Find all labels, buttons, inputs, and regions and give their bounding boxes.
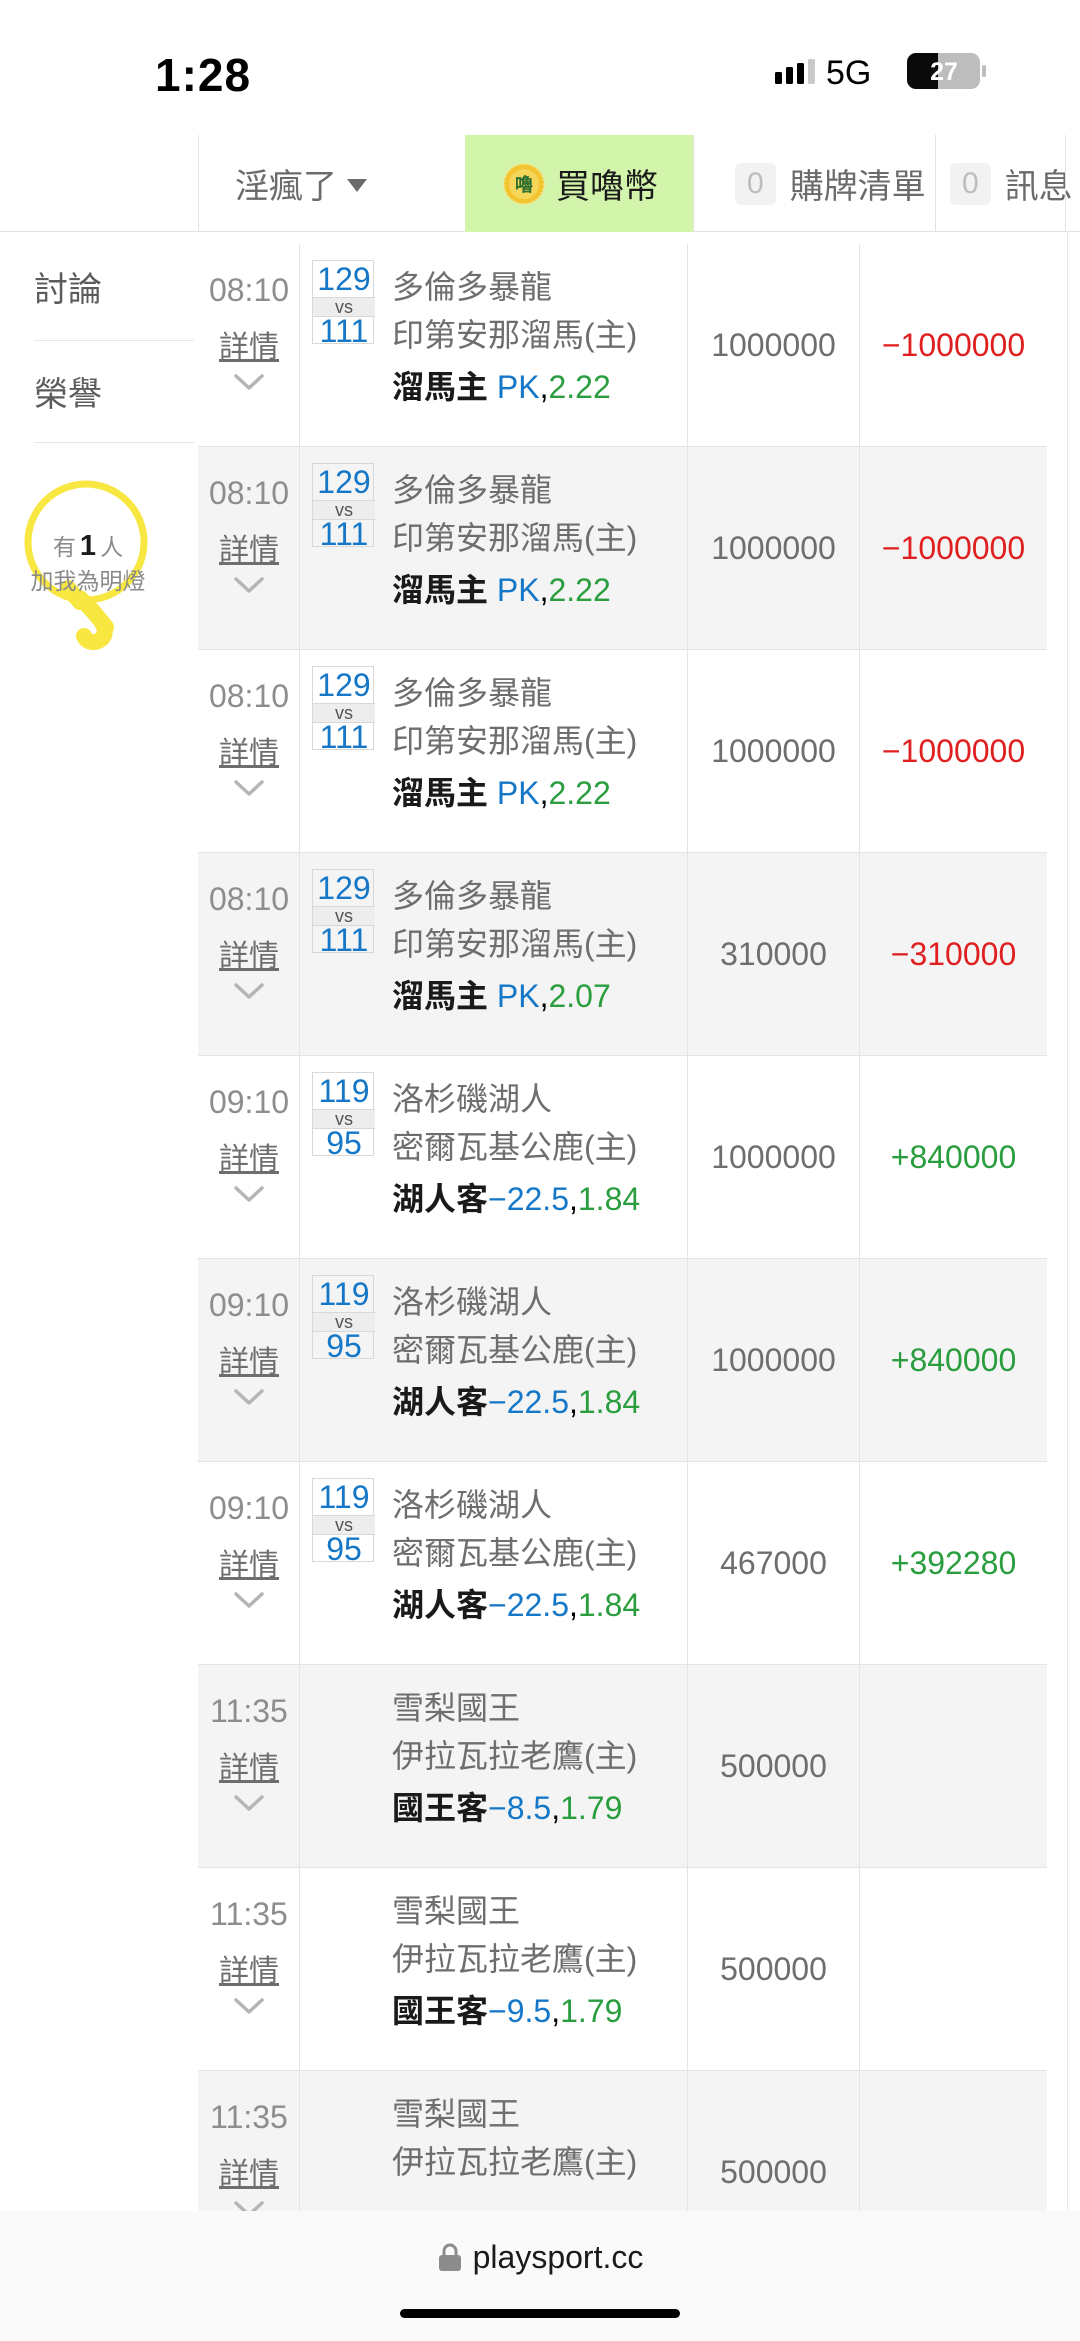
svg-text:27: 27 bbox=[930, 58, 958, 86]
svg-text:嚕: 嚕 bbox=[515, 174, 533, 195]
